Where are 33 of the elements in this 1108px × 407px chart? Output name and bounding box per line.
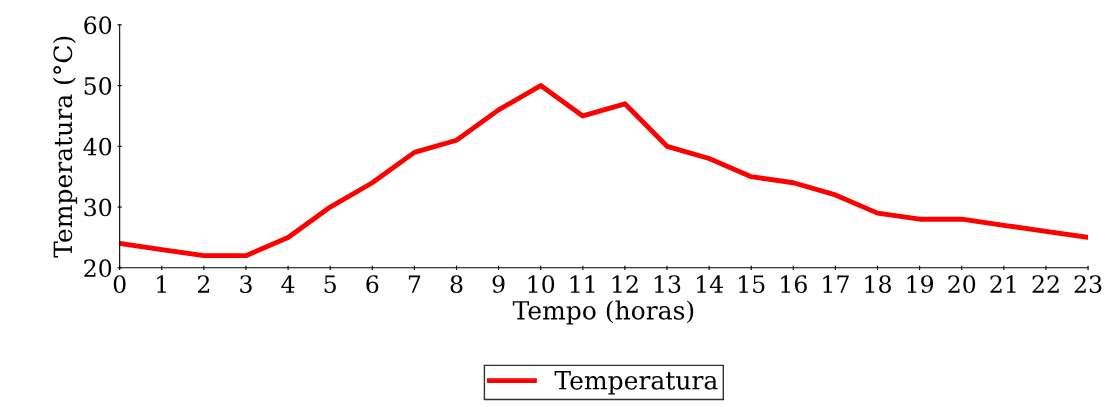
- x-tick-label: 22: [1032, 275, 1059, 293]
- y-tick-label: 40: [83, 137, 112, 156]
- y-tick-label: 30: [84, 198, 112, 217]
- x-tick-label: 12: [612, 275, 638, 293]
- x-tick-label: 21: [990, 275, 1016, 293]
- x-tick-label: 7: [408, 275, 421, 293]
- x-tick-label: 8: [450, 275, 463, 294]
- legend-label: Temperatura: [554, 371, 718, 395]
- x-tick-label: 18: [865, 275, 891, 294]
- x-tick-label: 0: [113, 275, 126, 294]
- x-tick-label: 5: [324, 275, 336, 294]
- x-tick-label: 3: [240, 275, 252, 294]
- line-series: [119, 83, 1089, 259]
- x-tick-label: 2: [197, 275, 210, 293]
- x-tick-label: 17: [823, 275, 849, 293]
- y-tick-label: 60: [84, 16, 112, 35]
- x-tick-label: 10: [528, 275, 555, 294]
- y-tick-label: 20: [84, 259, 112, 278]
- x-tick-label: 11: [570, 275, 595, 293]
- x-tick-label: 23: [1074, 275, 1102, 294]
- x-tick-label: 14: [696, 275, 723, 293]
- y-tick-label: 50: [84, 77, 112, 95]
- x-tick-label: 13: [654, 275, 681, 294]
- y-axis-title: Temperatura (°C): [52, 36, 78, 258]
- x-tick-label: 15: [739, 275, 765, 294]
- x-tick-label: 16: [781, 275, 807, 294]
- x-tick-label: 19: [907, 275, 934, 294]
- x-axis-title: Tempo (horas): [512, 300, 694, 325]
- x-tick-label: 6: [366, 275, 379, 294]
- x-tick-label: 20: [948, 275, 976, 294]
- x-tick-label: 4: [281, 275, 295, 293]
- x-tick-label: 9: [492, 275, 505, 294]
- x-tick-label: 1: [157, 275, 166, 293]
